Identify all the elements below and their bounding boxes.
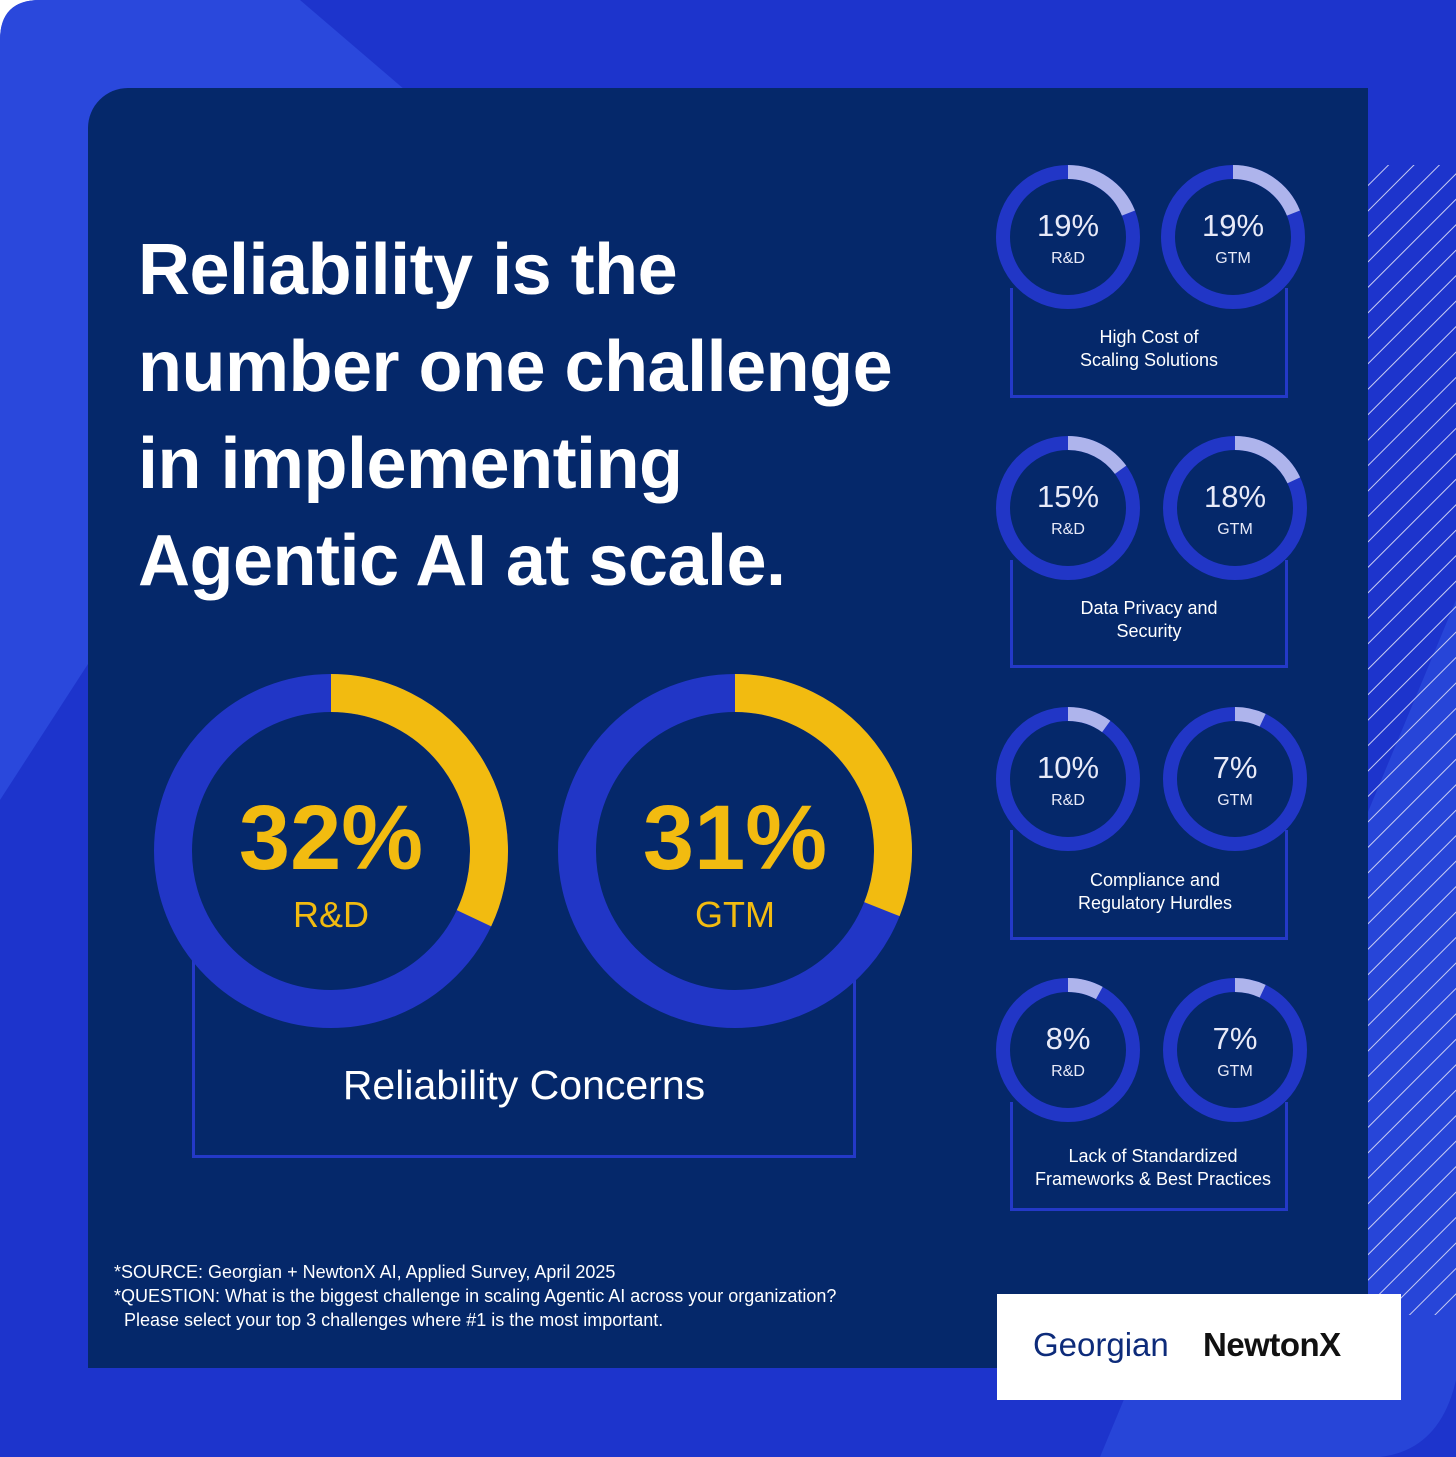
donut-3-1: 7% GTM [1163, 707, 1307, 851]
donut-category-label: R&D [293, 894, 369, 935]
donut-category-label: GTM [1217, 1063, 1253, 1080]
source-line: Please select your top 3 challenges wher… [114, 1310, 664, 1330]
donut-value-label: 31% [643, 787, 827, 889]
headline-line: Reliability is the [138, 230, 678, 310]
donut-value-label: 7% [1213, 1021, 1258, 1056]
donut-4-1: 7% GTM [1163, 978, 1307, 1122]
georgian-logo: Georgian [1033, 1326, 1169, 1363]
donut-slice [1234, 978, 1266, 998]
donut-category-label: GTM [695, 894, 775, 935]
caption-line: Security [1116, 621, 1182, 641]
donut-value-label: 19% [1037, 208, 1099, 243]
standards-caption: Lack of Standardized Frameworks & Best P… [1010, 1145, 1296, 1191]
headline: Reliability is the number one challenge … [138, 222, 998, 610]
source-notes: *SOURCE: Georgian + NewtonX AI, Applied … [114, 1260, 836, 1332]
donut-1-0: 19% R&D [996, 165, 1140, 309]
donut-value-label: 18% [1204, 479, 1266, 514]
cost-frame [1010, 288, 1288, 398]
donut-category-label: R&D [1051, 792, 1085, 809]
headline-line: in implementing [138, 424, 683, 504]
donut-value-label: 32% [239, 787, 423, 889]
donut-slice [1067, 436, 1127, 475]
caption-line: Lack of Standardized [1068, 1146, 1238, 1166]
donut-category-label: R&D [1051, 521, 1085, 538]
cost-caption: High Cost of Scaling Solutions [1010, 326, 1288, 372]
donut-value-label: 19% [1202, 208, 1264, 243]
donut-slice [1234, 707, 1266, 727]
donut-slice [330, 674, 508, 927]
caption-line: Regulatory Hurdles [1077, 893, 1233, 913]
compliance-caption: Compliance and Regulatory Hurdles [1010, 869, 1300, 915]
hatch-pattern [1368, 165, 1456, 1315]
caption-line: Frameworks & Best Practices [1034, 1169, 1272, 1189]
caption-line: Data Privacy and [1080, 598, 1218, 618]
donut-category-label: GTM [1217, 521, 1253, 538]
donut-0-0: 32% R&D [154, 674, 508, 1028]
donut-1-1: 19% GTM [1161, 165, 1305, 309]
headline-line: Agentic AI at scale. [138, 521, 786, 601]
caption-line: Compliance and [1089, 870, 1221, 890]
donut-value-label: 7% [1213, 750, 1258, 785]
donut-value-label: 10% [1037, 750, 1099, 785]
donut-category-label: R&D [1051, 250, 1085, 267]
main-panel [88, 88, 1368, 1368]
caption-line: High Cost of [1099, 327, 1199, 347]
logo-box: Georgian NewtonX [997, 1294, 1401, 1400]
donut-category-label: GTM [1217, 792, 1253, 809]
newtonx-logo: NewtonX [1203, 1326, 1341, 1363]
donut-value-label: 8% [1046, 1021, 1091, 1056]
donut-slice [1067, 707, 1111, 733]
privacy-frame [1010, 560, 1288, 668]
donut-value-label: 15% [1037, 479, 1099, 514]
source-line: *SOURCE: Georgian + NewtonX AI, Applied … [114, 1262, 616, 1282]
donut-slice [1067, 978, 1103, 1000]
donut-slice [1232, 165, 1300, 216]
source-line: *QUESTION: What is the biggest challenge… [114, 1286, 837, 1306]
standards-frame [1010, 1102, 1288, 1211]
donut-0-1: 31% GTM [558, 674, 912, 1028]
donut-category-label: GTM [1215, 250, 1251, 267]
donut-3-0: 10% R&D [996, 707, 1140, 851]
donut-slice [1234, 436, 1301, 484]
caption-line: Scaling Solutions [1079, 350, 1219, 370]
donut-4-0: 8% R&D [996, 978, 1140, 1122]
donut-category-label: R&D [1051, 1063, 1085, 1080]
reliability-frame [192, 960, 856, 1158]
donut-2-1: 18% GTM [1163, 436, 1307, 580]
reliability-caption: Reliability Concerns [342, 1062, 706, 1108]
donut-slice [734, 674, 912, 917]
headline-line: number one challenge [138, 327, 893, 407]
donut-2-0: 15% R&D [996, 436, 1140, 580]
compliance-frame [1010, 830, 1288, 940]
donut-slice [1067, 165, 1135, 216]
privacy-caption: Data Privacy and Security [1010, 597, 1288, 643]
